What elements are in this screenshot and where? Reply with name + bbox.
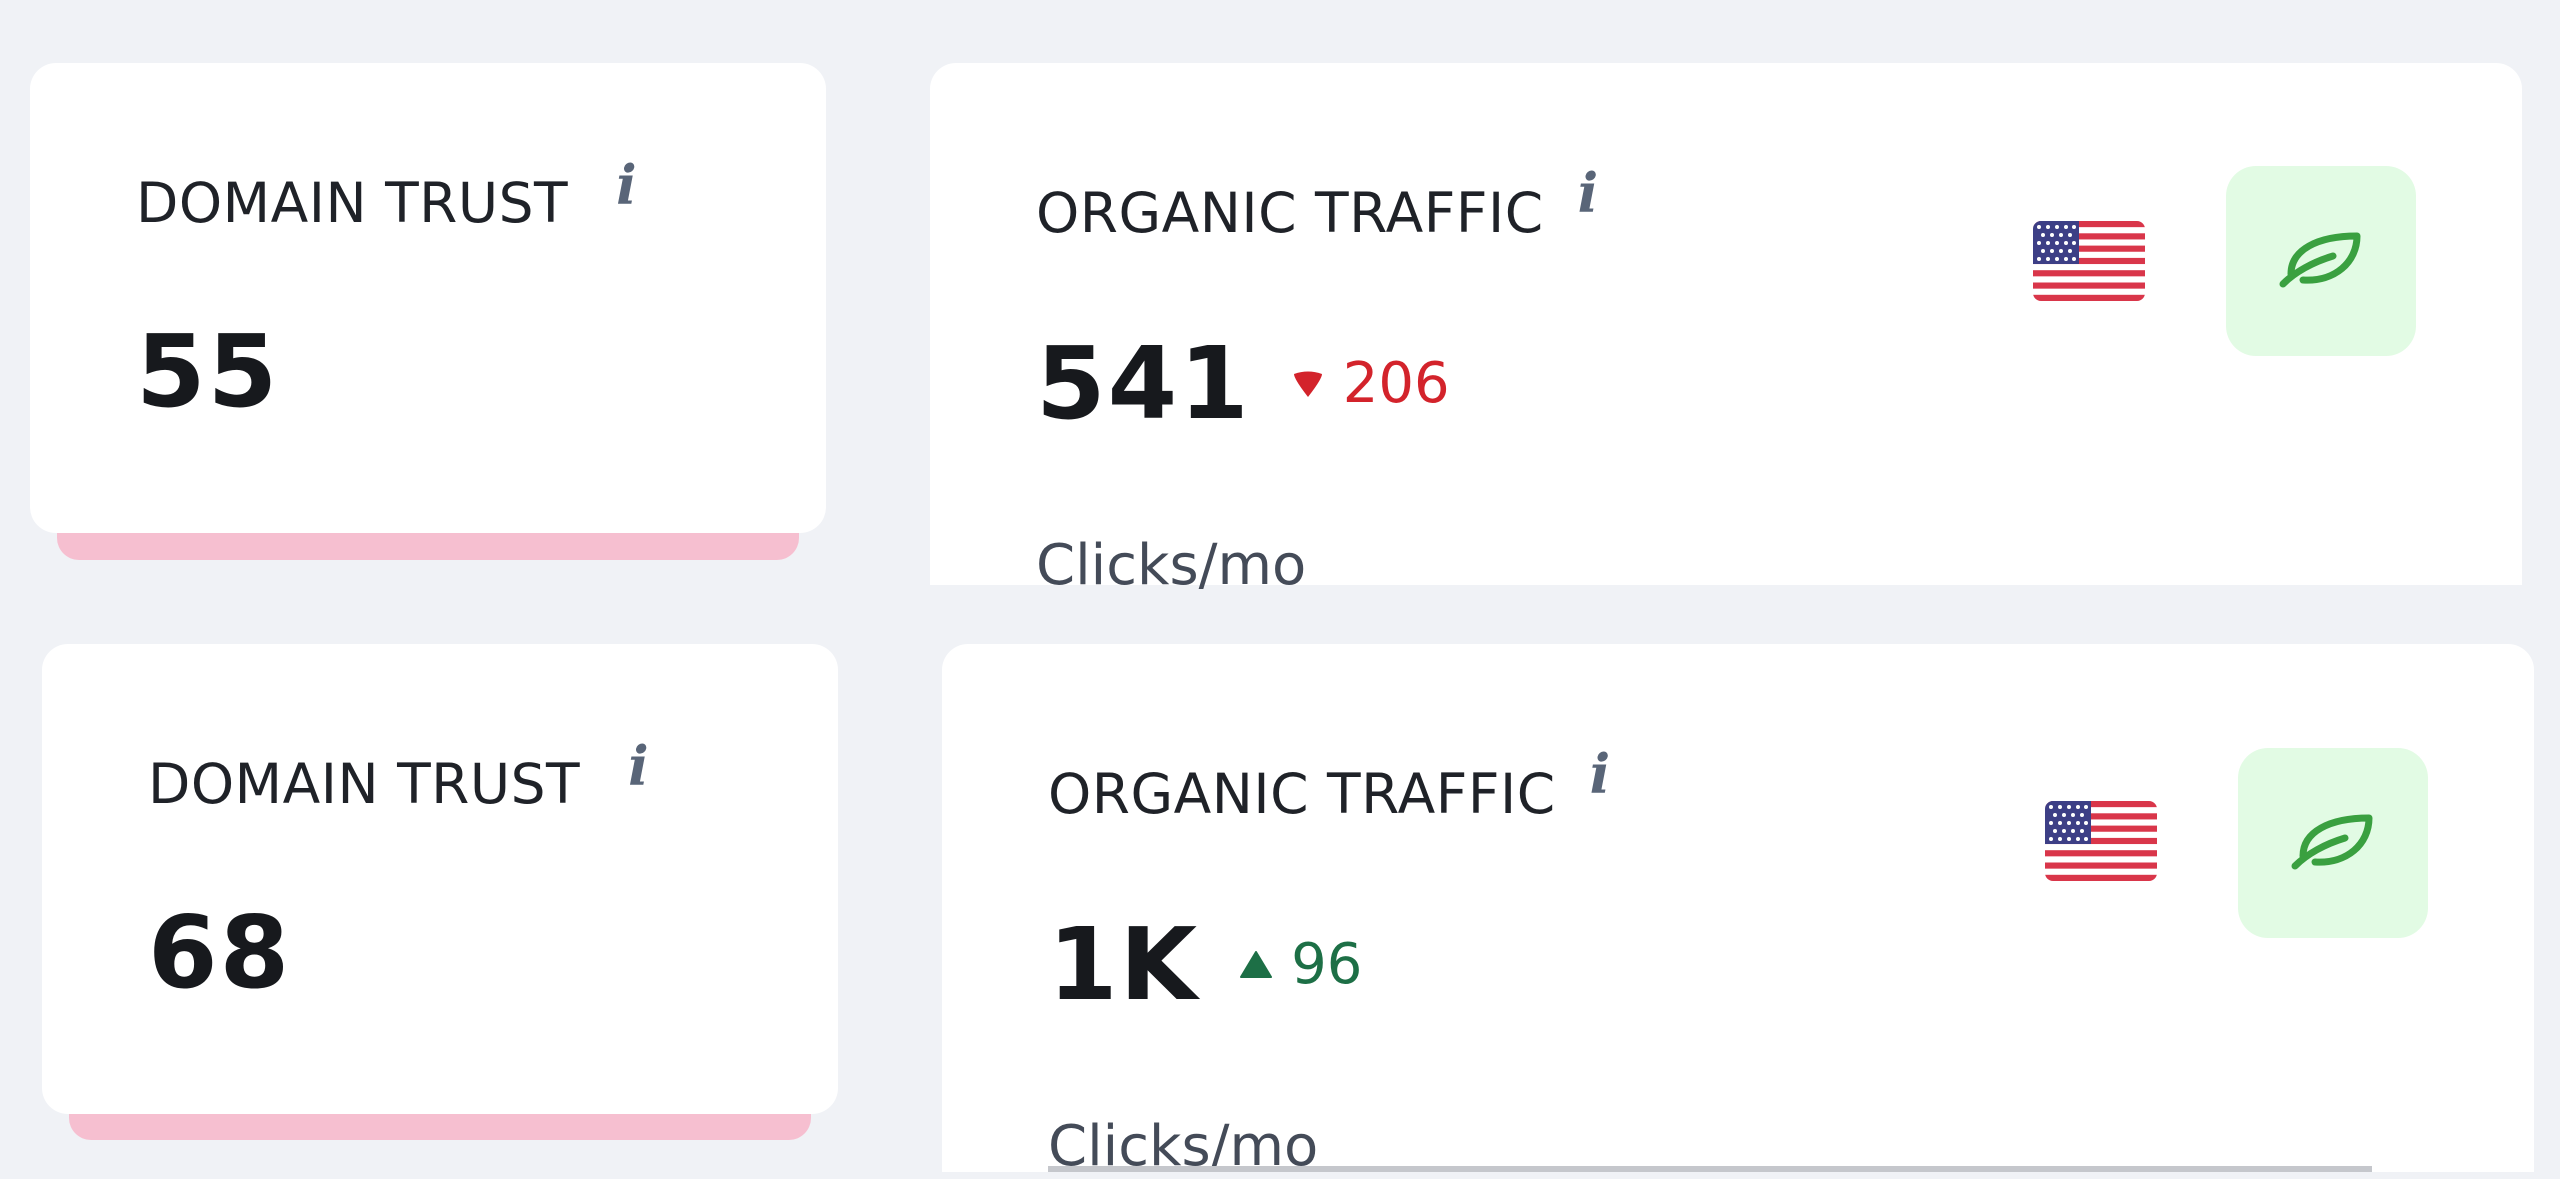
leaf-icon [2291,814,2373,870]
us-flag-icon[interactable] [2033,221,2145,301]
traffic-change-up: 96 [1239,932,1362,997]
caret-down-icon [1293,371,1322,397]
organic-traffic-title: ORGANIC TRAFFIC i [1048,742,1611,826]
organic-traffic-value: 1K [1048,906,1200,1023]
organic-traffic-value-row: 541 206 [1036,325,1450,442]
domain-trust-card: DOMAIN TRUST i 55 [30,63,826,533]
info-icon[interactable]: i [616,153,638,217]
domain-trust-label: DOMAIN TRUST [136,171,569,235]
organic-traffic-unit: Clicks/mo [1036,533,1307,598]
organic-traffic-card: ORGANIC TRAFFIC i 1K 96 Clicks/mo [942,644,2534,1179]
leaf-icon [2279,232,2361,288]
traffic-change-value: 206 [1342,351,1450,416]
domain-trust-card: DOMAIN TRUST i 68 [42,644,838,1114]
organic-leaf-button[interactable] [2238,748,2428,938]
info-icon[interactable]: i [1577,161,1599,225]
traffic-change-value: 96 [1291,932,1363,997]
organic-traffic-value-row: 1K 96 [1048,906,1362,1023]
domain-trust-title: DOMAIN TRUST i [148,734,649,816]
organic-traffic-label: ORGANIC TRAFFIC [1036,181,1544,245]
organic-leaf-button[interactable] [2226,166,2416,356]
info-icon[interactable]: i [628,734,650,798]
traffic-change-down: 206 [1291,351,1450,416]
organic-traffic-title: ORGANIC TRAFFIC i [1036,161,1599,245]
organic-traffic-value: 541 [1036,325,1251,442]
organic-traffic-card: ORGANIC TRAFFIC i 541 206 Clicks/mo [930,63,2522,598]
domain-trust-label: DOMAIN TRUST [148,752,581,816]
card-divider [1048,1166,2372,1172]
caret-up-icon [1240,950,1273,978]
info-icon[interactable]: i [1589,742,1611,806]
domain-trust-title: DOMAIN TRUST i [136,153,637,235]
domain-trust-value: 55 [136,313,280,430]
domain-trust-value: 68 [148,894,292,1011]
organic-traffic-label: ORGANIC TRAFFIC [1048,762,1556,826]
us-flag-icon[interactable] [2045,801,2157,881]
